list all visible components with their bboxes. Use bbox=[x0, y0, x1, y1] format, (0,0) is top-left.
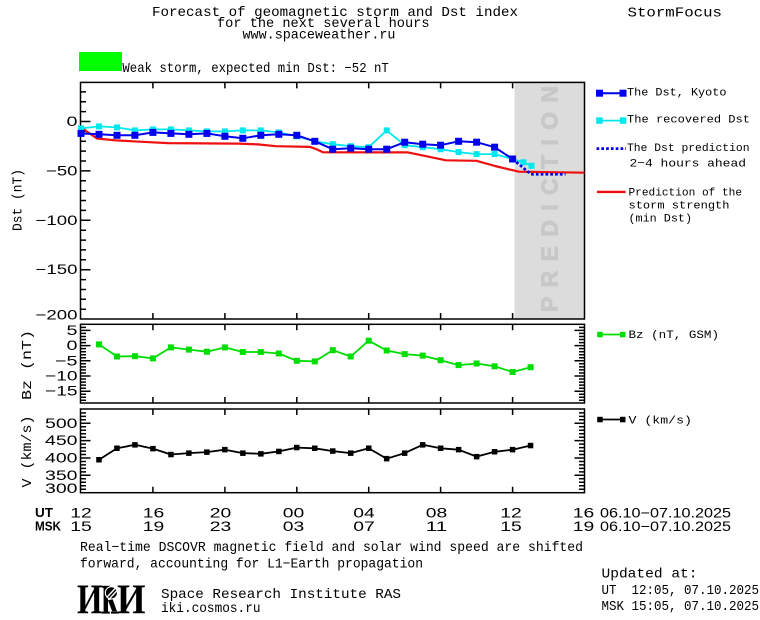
svg-text:−5: −5 bbox=[55, 352, 78, 368]
svg-text:16: 16 bbox=[573, 505, 595, 521]
svg-text:16: 16 bbox=[143, 505, 165, 521]
svg-text:The recovered Dst: The recovered Dst bbox=[627, 115, 750, 127]
svg-text:12: 12 bbox=[500, 505, 522, 521]
svg-text:23: 23 bbox=[210, 518, 232, 534]
svg-text:−200: −200 bbox=[36, 307, 78, 323]
svg-text:И: И bbox=[77, 578, 103, 620]
svg-text:И: И bbox=[117, 578, 146, 620]
svg-text:Bz (nT, GSM): Bz (nT, GSM) bbox=[629, 330, 720, 342]
svg-text:350: 350 bbox=[45, 467, 78, 483]
svg-text:−100: −100 bbox=[36, 212, 78, 228]
svg-text:300: 300 bbox=[45, 480, 78, 496]
svg-text:07: 07 bbox=[353, 518, 375, 534]
svg-text:19: 19 bbox=[573, 518, 595, 534]
svg-text:450: 450 bbox=[45, 432, 78, 448]
svg-text:The Dst, Kyoto: The Dst, Kyoto bbox=[627, 88, 727, 100]
svg-text:Real−time DSCOVR magnetic fiel: Real−time DSCOVR magnetic field and sola… bbox=[80, 540, 583, 556]
svg-text:StormFocus: StormFocus bbox=[628, 6, 723, 22]
svg-text:Dst (nT): Dst (nT) bbox=[11, 169, 27, 231]
svg-text:0: 0 bbox=[67, 337, 78, 353]
svg-text:500: 500 bbox=[45, 415, 78, 431]
svg-text:06.10−07.10.2025: 06.10−07.10.2025 bbox=[600, 518, 731, 534]
svg-text:2−4 hours ahead: 2−4 hours ahead bbox=[630, 159, 747, 171]
svg-text:(min Dst): (min Dst) bbox=[629, 214, 693, 226]
svg-text:iki.cosmos.ru: iki.cosmos.ru bbox=[161, 601, 261, 617]
svg-text:20: 20 bbox=[210, 505, 232, 521]
svg-text:Space Research Institute RAS: Space Research Institute RAS bbox=[161, 587, 401, 603]
svg-text:MSK: MSK bbox=[35, 520, 61, 534]
svg-text:5: 5 bbox=[67, 322, 78, 338]
svg-text:MSK 15:05, 07.10.2025: MSK 15:05, 07.10.2025 bbox=[602, 599, 760, 615]
svg-text:−10: −10 bbox=[45, 368, 78, 384]
svg-text:15: 15 bbox=[70, 518, 92, 534]
svg-text:for the next several hours: for the next several hours bbox=[217, 16, 430, 32]
svg-text:www.spaceweather.ru: www.spaceweather.ru bbox=[243, 27, 396, 43]
svg-text:15: 15 bbox=[500, 518, 522, 534]
svg-text:400: 400 bbox=[45, 450, 78, 466]
svg-text:08: 08 bbox=[426, 505, 448, 521]
svg-text:12: 12 bbox=[70, 505, 92, 521]
svg-text:The Dst prediction: The Dst prediction bbox=[627, 143, 750, 155]
svg-text:19: 19 bbox=[143, 518, 165, 534]
svg-text:storm strength: storm strength bbox=[629, 201, 730, 213]
svg-text:UT: UT bbox=[35, 506, 53, 520]
svg-text:−50: −50 bbox=[46, 162, 78, 178]
svg-text:Weak storm, expected min Dst:: Weak storm, expected min Dst: −52 nT bbox=[122, 61, 388, 77]
svg-text:Forecast of geomagnetic storm: Forecast of geomagnetic storm and Dst in… bbox=[152, 5, 518, 21]
svg-text:−150: −150 bbox=[36, 261, 78, 277]
svg-text:V (km/s): V (km/s) bbox=[629, 416, 693, 428]
svg-text:Prediction of the: Prediction of the bbox=[629, 187, 743, 199]
svg-text:forward, accounting for L1−Ear: forward, accounting for L1−Earth propaga… bbox=[80, 557, 423, 573]
svg-text:V (km/s): V (km/s) bbox=[20, 416, 36, 488]
svg-text:0: 0 bbox=[67, 113, 78, 129]
svg-text:00: 00 bbox=[283, 505, 305, 521]
svg-text:03: 03 bbox=[283, 518, 305, 534]
svg-text:Updated at:: Updated at: bbox=[602, 567, 698, 583]
svg-text:06.10−07.10.2025: 06.10−07.10.2025 bbox=[600, 505, 731, 521]
svg-text:04: 04 bbox=[353, 505, 375, 521]
svg-text:11: 11 bbox=[426, 518, 448, 534]
svg-text:−15: −15 bbox=[45, 383, 78, 399]
svg-text:UT 12:05, 07.10.2025: UT 12:05, 07.10.2025 bbox=[602, 583, 760, 599]
svg-text:Bz (nT): Bz (nT) bbox=[20, 330, 36, 400]
